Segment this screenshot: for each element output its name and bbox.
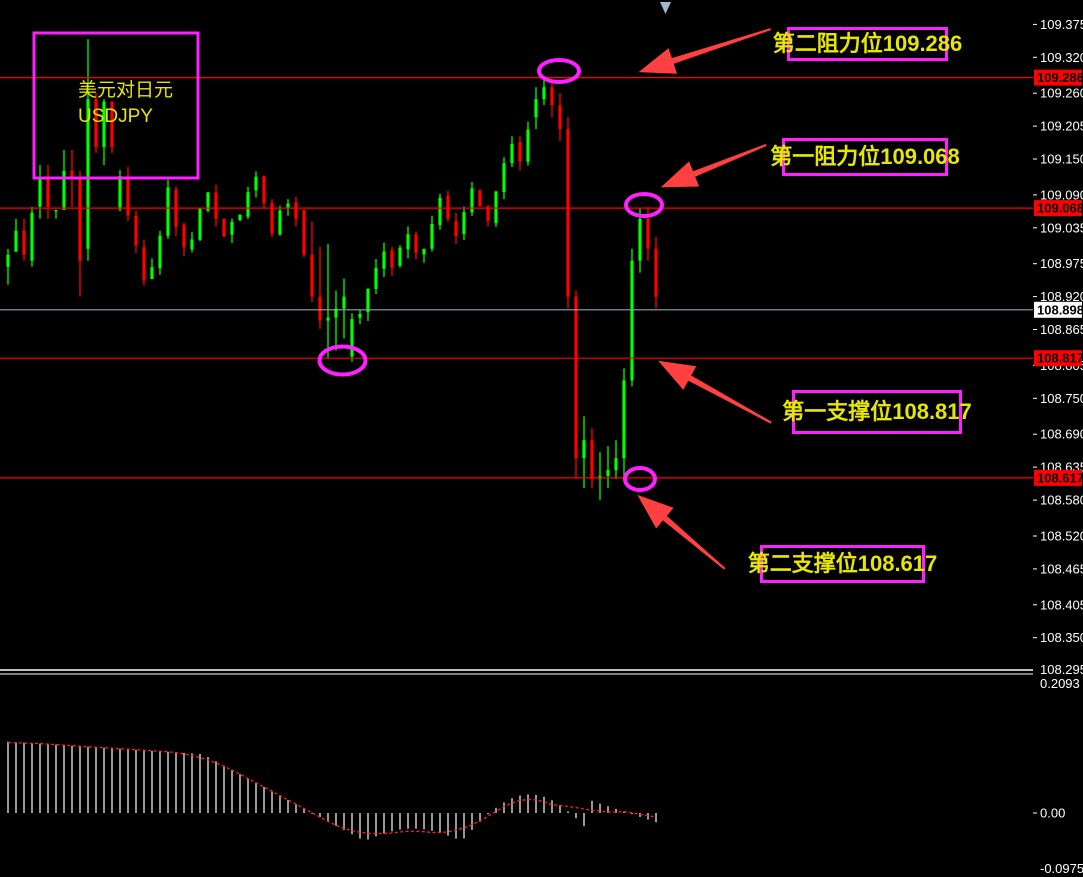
svg-text:108.898: 108.898 — [1037, 302, 1083, 317]
svg-text:-0.0975: -0.0975 — [1040, 861, 1083, 876]
svg-text:109.260: 109.260 — [1040, 86, 1083, 101]
svg-text:108.817: 108.817 — [1037, 351, 1083, 366]
svg-text:108.520: 108.520 — [1040, 529, 1083, 544]
svg-text:109.150: 109.150 — [1040, 152, 1083, 167]
svg-text:109.205: 109.205 — [1040, 119, 1083, 134]
svg-text:109.320: 109.320 — [1040, 50, 1083, 65]
svg-text:108.617: 108.617 — [1037, 470, 1083, 485]
svg-text:108.865: 108.865 — [1040, 322, 1083, 337]
svg-text:108.465: 108.465 — [1040, 561, 1083, 576]
svg-text:108.350: 108.350 — [1040, 630, 1083, 645]
svg-text:109.068: 109.068 — [1037, 201, 1083, 216]
svg-text:108.405: 108.405 — [1040, 597, 1083, 612]
svg-text:109.286: 109.286 — [1037, 70, 1083, 85]
svg-text:109.375: 109.375 — [1040, 17, 1083, 32]
svg-text:0.2093: 0.2093 — [1040, 676, 1080, 691]
svg-text:108.690: 108.690 — [1040, 427, 1083, 442]
svg-text:108.975: 108.975 — [1040, 256, 1083, 271]
svg-text:108.750: 108.750 — [1040, 391, 1083, 406]
svg-text:109.035: 109.035 — [1040, 220, 1083, 235]
svg-text:108.580: 108.580 — [1040, 493, 1083, 508]
svg-text:0.00: 0.00 — [1040, 806, 1065, 821]
svg-text:108.295: 108.295 — [1040, 662, 1083, 677]
